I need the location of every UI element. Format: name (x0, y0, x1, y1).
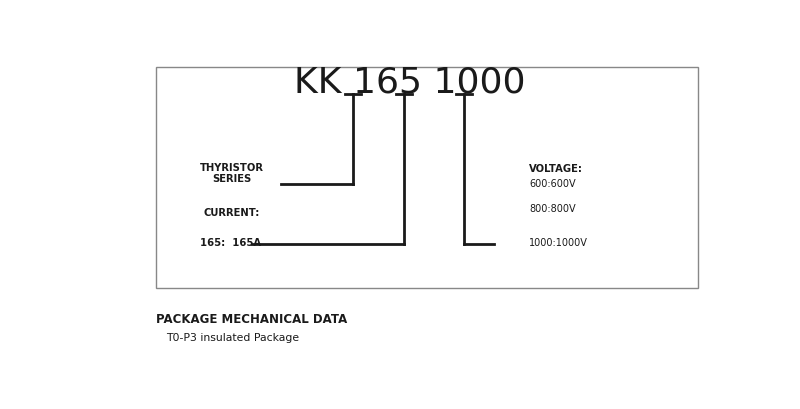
Text: SERIES: SERIES (212, 174, 251, 184)
Text: VOLTAGE:: VOLTAGE: (529, 164, 583, 174)
Text: 600:600V: 600:600V (529, 179, 576, 189)
Text: 165:  165A: 165: 165A (200, 238, 261, 248)
Bar (156, 68, 698, 288)
Text: KK 165 1000: KK 165 1000 (294, 65, 526, 99)
Text: 800:800V: 800:800V (529, 203, 576, 213)
Text: THYRISTOR: THYRISTOR (199, 162, 263, 172)
Text: CURRENT:: CURRENT: (204, 208, 260, 218)
Text: PACKAGE MECHANICAL DATA: PACKAGE MECHANICAL DATA (156, 312, 347, 325)
Text: T0-P3 insulated Package: T0-P3 insulated Package (166, 332, 299, 342)
Text: 1000:1000V: 1000:1000V (529, 238, 588, 248)
